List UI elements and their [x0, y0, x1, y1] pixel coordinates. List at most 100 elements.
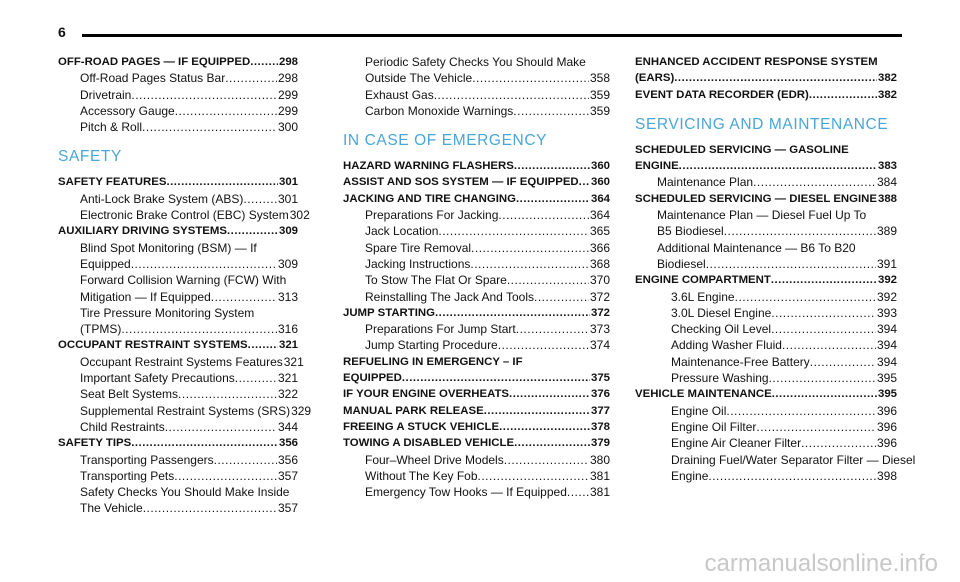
dot-leader [516, 191, 590, 207]
entry-text: SAFETY TIPS [58, 437, 132, 450]
toc-entry: TOWING A DISABLED VEHICLE 379 [343, 435, 610, 451]
entry-text: Exhaust Gas [365, 87, 434, 102]
dot-leader [484, 403, 590, 419]
entry-page: 356 [278, 437, 298, 450]
header-rule [82, 34, 902, 37]
entry-page: 301 [277, 191, 298, 206]
entry-text: Biodiesel [657, 256, 706, 271]
toc-entry: Jacking Instructions 368 [343, 256, 610, 272]
entry-page: 360 [590, 176, 610, 189]
dot-leader [142, 119, 277, 135]
entry-page: 368 [589, 256, 610, 271]
entry-text: Preparations For Jump Start [365, 322, 516, 337]
entry-text: Transporting Passengers [80, 452, 214, 467]
toc-entry: EQUIPPED 375 [343, 370, 610, 386]
dot-leader [708, 468, 876, 484]
dot-leader [706, 256, 876, 272]
entry-page: 322 [277, 387, 298, 402]
entry-text: Drivetrain [80, 87, 132, 102]
entry-text: Adding Washer Fluid [671, 338, 782, 353]
toc-entry: Engine Oil 396 [635, 403, 897, 419]
entry-text: 3.6L Engine [671, 289, 735, 304]
dot-leader [143, 500, 277, 516]
dot-leader [470, 256, 589, 272]
toc-entry: Equipped 309 [58, 256, 298, 272]
entry-text: Emergency Tow Hooks — If Equipped [365, 485, 567, 500]
toc-entry: Child Restraints 344 [58, 419, 298, 435]
dot-leader [235, 370, 277, 386]
toc-entry: Accessory Gauge 299 [58, 103, 298, 119]
entry-text: ENGINE [635, 160, 679, 173]
entry-text: SCHEDULED SERVICING — DIESEL ENGINE [635, 192, 877, 205]
dot-leader [516, 321, 589, 337]
entry-page: 366 [589, 240, 610, 255]
dot-leader [579, 174, 590, 190]
entry-text: Jump Starting Procedure [365, 338, 498, 353]
toc-entry: Off-Road Pages Status Bar 298 [58, 70, 298, 86]
dot-leader [165, 419, 277, 435]
section-heading: IN CASE OF EMERGENCY [343, 132, 548, 150]
entry-text: Maintenance Plan — Diesel Fuel Up To [657, 208, 867, 223]
dot-leader [225, 70, 277, 86]
entry-text: Anti-Lock Brake System (ABS) [80, 191, 244, 206]
toc-entry: Preparations For Jump Start 373 [343, 321, 610, 337]
toc-entry: (EARS) 382 [635, 70, 897, 86]
dot-leader [674, 70, 877, 86]
toc-entry: Engine Air Cleaner Filter 396 [635, 435, 897, 451]
entry-page: 389 [876, 224, 897, 239]
dot-leader [679, 158, 877, 174]
entry-text: Tire Pressure Monitoring System [80, 305, 255, 320]
entry-page: 344 [277, 419, 298, 434]
dot-leader [771, 305, 876, 321]
entry-page: 356 [277, 452, 298, 467]
dot-leader [131, 87, 277, 103]
entry-page: 392 [876, 289, 897, 304]
entry-text: 3.0L Diesel Engine [671, 305, 772, 320]
dot-leader [214, 452, 277, 468]
toc-entry: REFUELING IN EMERGENCY – IF [343, 354, 610, 370]
toc-entry: Seat Belt Systems 322 [58, 386, 298, 402]
dot-leader [756, 419, 876, 435]
dot-leader [250, 54, 278, 70]
entry-page: 372 [589, 289, 610, 304]
toc-entry: IF YOUR ENGINE OVERHEATS 376 [343, 386, 610, 402]
entry-page: 374 [589, 338, 610, 353]
toc-column: ENHANCED ACCIDENT RESPONSE SYSTEM (EARS) 3… [635, 54, 915, 484]
entry-text: Engine Air Cleaner Filter [671, 436, 802, 451]
entry-text: Pitch & Roll [80, 120, 143, 135]
entry-page: 313 [277, 289, 298, 304]
toc-entry: Without The Key Fob 381 [343, 468, 610, 484]
entry-page: 309 [277, 256, 298, 271]
dot-leader [499, 419, 590, 435]
dot-leader [771, 272, 877, 288]
toc-entry: EVENT DATA RECORDER (EDR) 382 [635, 87, 897, 103]
entry-text: Outside The Vehicle [365, 71, 473, 86]
dot-leader [478, 468, 589, 484]
dot-leader [513, 103, 589, 119]
entry-text: OFF-ROAD PAGES — IF EQUIPPED [58, 56, 251, 68]
section-heading: SAFETY [58, 148, 122, 166]
entry-text: To Stow The Flat Or Spare [365, 273, 507, 288]
dot-leader [211, 289, 277, 305]
entry-text: Accessory Gauge [80, 103, 175, 118]
toc-entry: (TPMS) 316 [58, 321, 298, 337]
dot-leader [243, 191, 277, 207]
toc-entry: JUMP STARTING 372 [343, 305, 610, 321]
toc-entry: Outside The Vehicle 358 [343, 70, 610, 86]
dot-leader [726, 403, 876, 419]
dot-leader [121, 321, 277, 337]
entry-text: Maintenance Plan [657, 175, 754, 190]
toc-entry: The Vehicle 357 [58, 500, 298, 516]
entry-page: 398 [876, 468, 897, 483]
entry-text: EQUIPPED [343, 372, 402, 385]
entry-page: 393 [876, 305, 897, 320]
entry-text: ENGINE COMPARTMENT [635, 274, 771, 287]
entry-page: 396 [876, 419, 897, 434]
entry-page: 372 [590, 306, 610, 319]
toc-entry: Blind Spot Monitoring (BSM) — If [58, 240, 298, 256]
dot-leader [724, 223, 876, 239]
toc-entry: Engine 398 [635, 468, 897, 484]
dot-leader [769, 370, 876, 386]
entry-page: 321 [277, 371, 298, 386]
entry-page: 378 [590, 420, 610, 433]
